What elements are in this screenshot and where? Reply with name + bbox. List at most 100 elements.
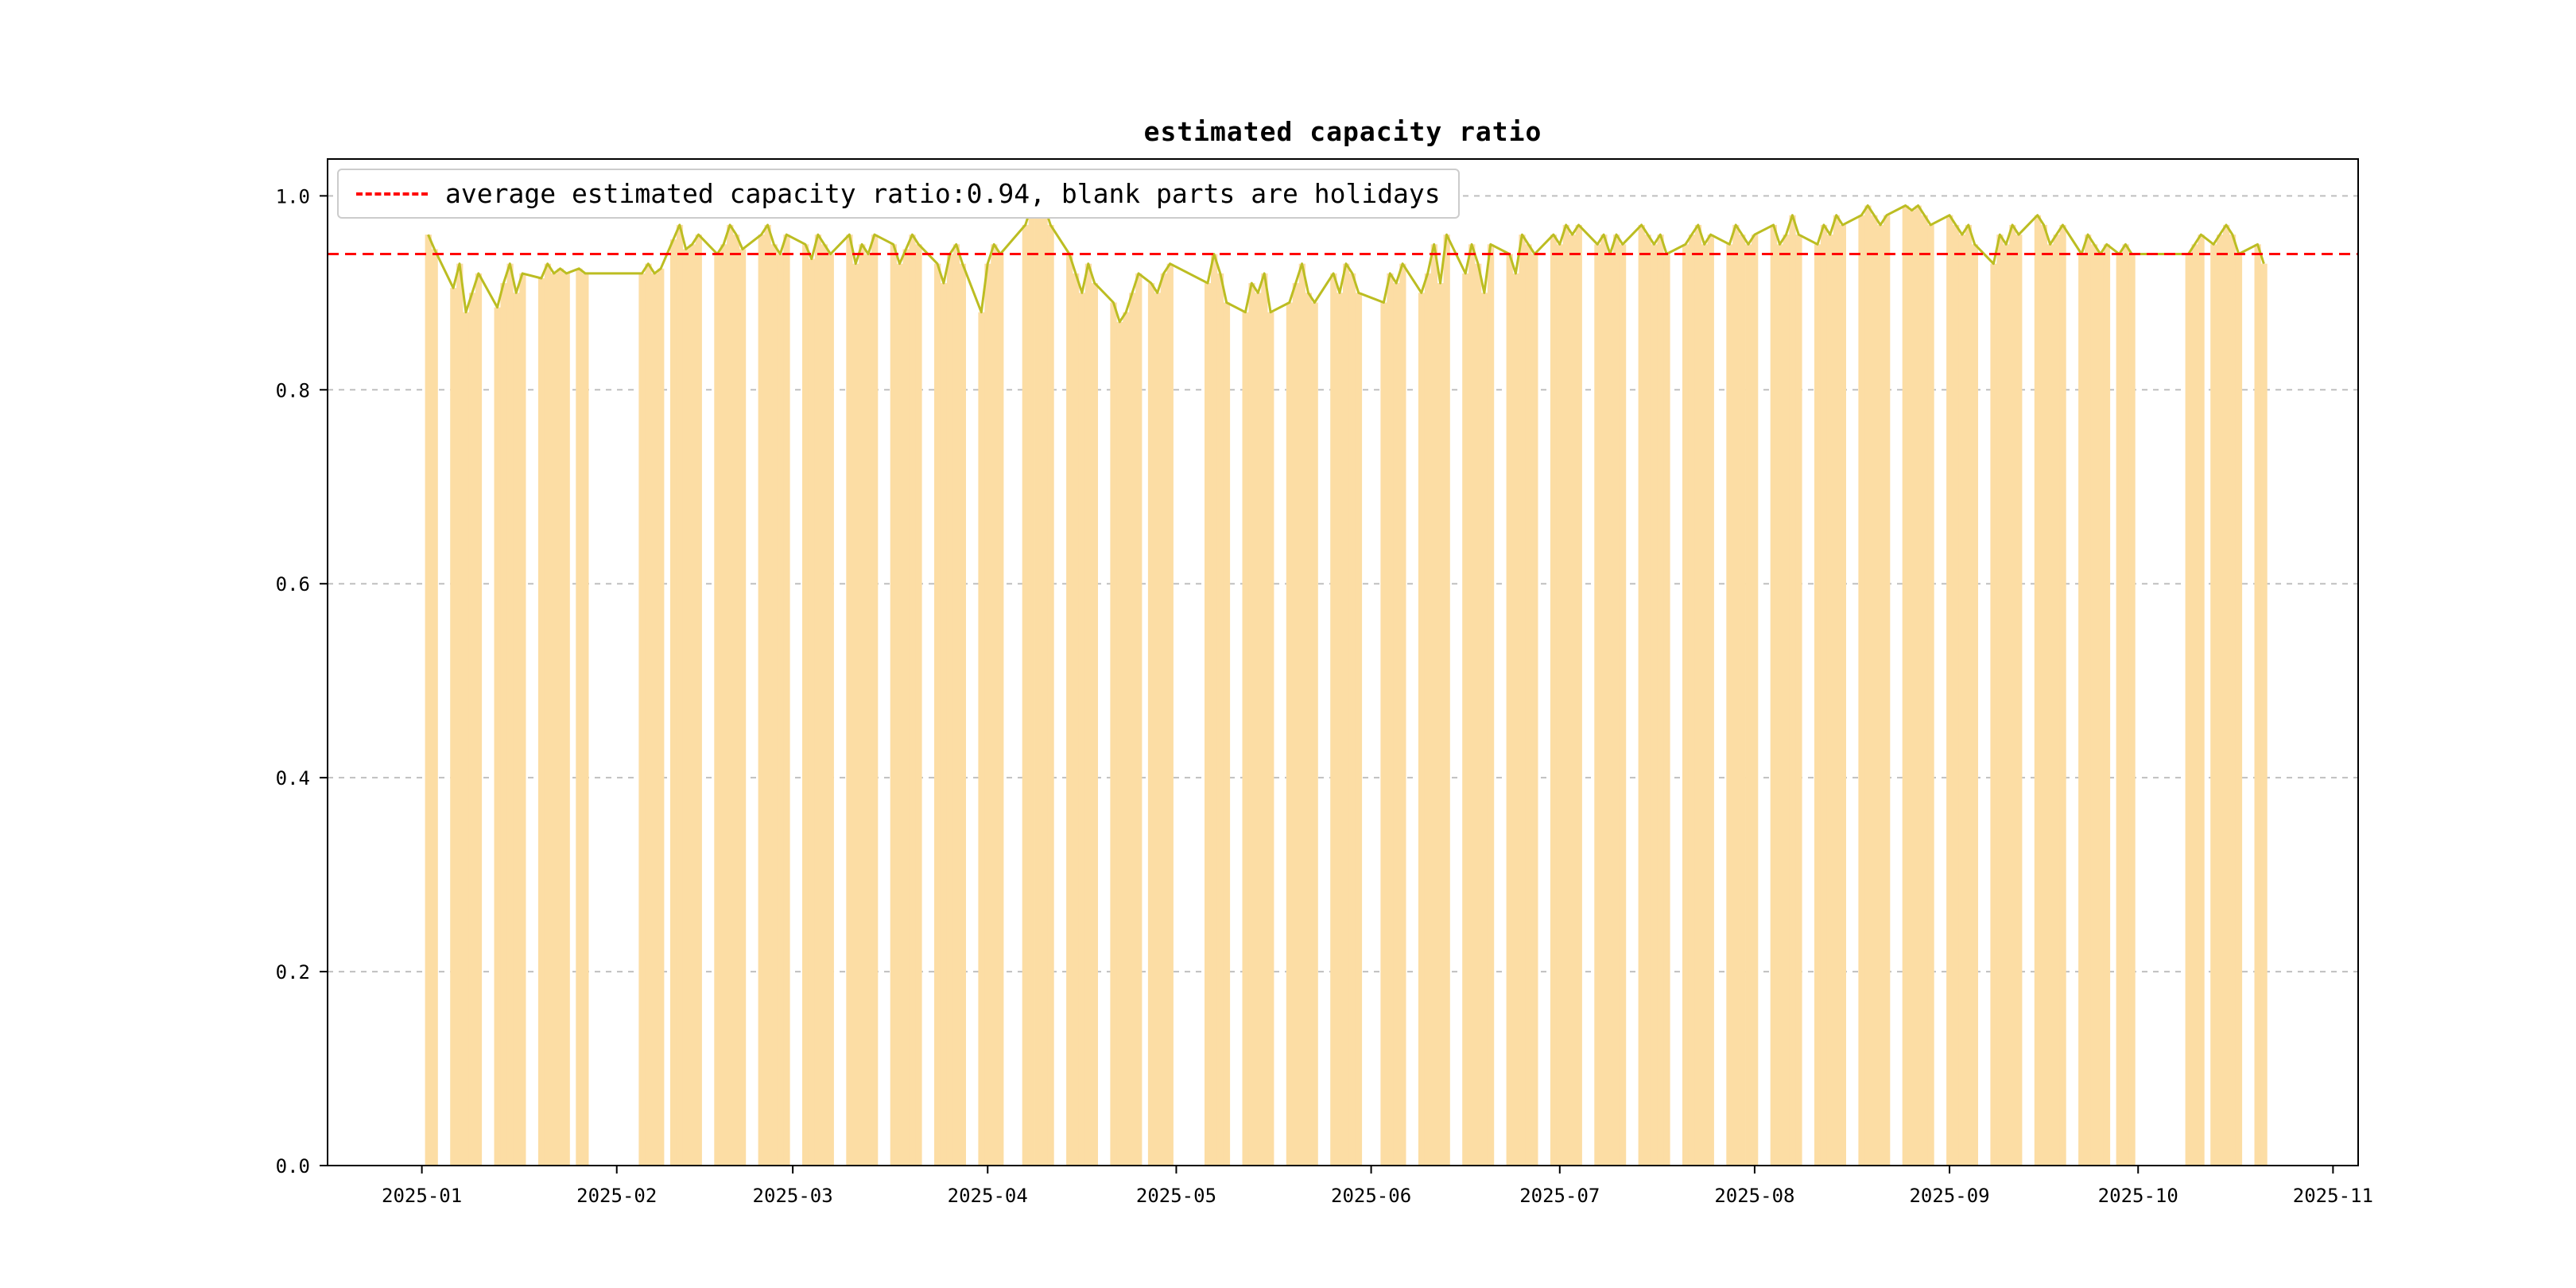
- workday-bar: [1430, 244, 1437, 1166]
- workday-bar: [1468, 244, 1476, 1166]
- workday-bar: [425, 235, 432, 1166]
- workday-bar: [1211, 254, 1218, 1166]
- workday-bar: [557, 268, 564, 1166]
- workday-bar: [506, 263, 514, 1166]
- workday-bar: [1512, 273, 1519, 1166]
- workday-bar: [984, 263, 991, 1166]
- workday-bar: [952, 244, 960, 1166]
- workday-bar: [1569, 235, 1576, 1166]
- workday-bar: [1556, 244, 1564, 1166]
- workday-bar: [1022, 224, 1029, 1166]
- workday-bar: [519, 273, 526, 1166]
- workday-bar: [1814, 244, 1821, 1166]
- workday-bar: [1638, 224, 1645, 1166]
- legend: average estimated capacity ratio:0.94, b…: [337, 169, 1460, 219]
- workday-bar: [1701, 244, 1708, 1166]
- workday-bar: [576, 268, 583, 1166]
- workday-bar: [783, 235, 790, 1166]
- x-axis: 2025-01 2025-02 2025-03 2025-04 2025-05 2025-…: [382, 1166, 2373, 1207]
- workday-bar: [846, 235, 853, 1166]
- workday-bar: [1154, 293, 1162, 1166]
- workday-bar: [1123, 312, 1130, 1166]
- workday-bar: [1343, 263, 1350, 1166]
- workday-bar: [682, 249, 690, 1166]
- workday-bar: [494, 307, 501, 1166]
- workday-bar: [1884, 215, 1891, 1166]
- x-tick-label: 2025-11: [2293, 1185, 2373, 1207]
- workday-bar: [2260, 263, 2268, 1166]
- workday-bar: [1028, 205, 1035, 1166]
- workday-bar: [2053, 235, 2060, 1166]
- workday-bar: [890, 244, 897, 1166]
- workday-bar: [1506, 254, 1513, 1166]
- x-tick-label: 2025-05: [1136, 1185, 1216, 1207]
- axes-frame: [327, 158, 2359, 1166]
- workday-bar: [1034, 210, 1042, 1166]
- workday-bar: [1783, 235, 1790, 1166]
- workday-bar: [1255, 293, 1262, 1166]
- workday-bar: [2210, 244, 2217, 1166]
- workday-bar: [1707, 235, 1714, 1166]
- workday-bar: [513, 293, 520, 1166]
- workday-bar: [1336, 293, 1344, 1166]
- workday-bar: [1475, 263, 1482, 1166]
- workday-bar: [852, 263, 859, 1166]
- x-tick-label: 2025-03: [753, 1185, 833, 1207]
- y-axis: 0.0 0.2 0.4 0.6 0.8 1.0: [276, 185, 328, 1177]
- workday-bar: [1663, 254, 1670, 1166]
- workday-bar: [770, 244, 778, 1166]
- workday-bar: [1839, 224, 1846, 1166]
- workday-bar: [1116, 321, 1123, 1166]
- y-tick-label: 0.6: [276, 573, 310, 596]
- workday-bar: [1261, 273, 1268, 1166]
- workday-bar: [1078, 293, 1086, 1166]
- workday-bar: [1996, 235, 2004, 1166]
- workday-bar: [1953, 224, 1960, 1166]
- workday-bar: [1833, 215, 1841, 1166]
- workday-bar: [544, 263, 552, 1166]
- workday-bar: [1820, 224, 1828, 1166]
- workday-bar: [915, 244, 922, 1166]
- y-tick-label: 1.0: [276, 185, 310, 208]
- workday-bar: [2116, 254, 2123, 1166]
- workday-bar: [1921, 215, 1928, 1166]
- workday-bar: [1789, 215, 1796, 1166]
- workday-bar: [2229, 235, 2237, 1166]
- workday-bar: [537, 278, 545, 1166]
- workday-bar: [2122, 244, 2129, 1166]
- workday-bar: [1399, 263, 1406, 1166]
- workday-bar: [1915, 205, 1922, 1166]
- workday-bar: [1776, 244, 1783, 1166]
- workday-bar: [946, 254, 954, 1166]
- workday-bar: [2128, 254, 2136, 1166]
- workday-bar: [1908, 210, 1915, 1166]
- workday-bar: [1424, 273, 1432, 1166]
- workday-bar: [1864, 205, 1872, 1166]
- legend-dashed-line-swatch: [356, 192, 428, 196]
- workday-bar: [1531, 254, 1538, 1166]
- workday-bar: [1135, 273, 1143, 1166]
- workday-bar: [1348, 273, 1356, 1166]
- workday-bar: [2009, 224, 2016, 1166]
- workday-bar: [1752, 235, 1759, 1166]
- workday-bar: [1694, 224, 1702, 1166]
- capacity-ratio-line: [427, 204, 2265, 324]
- workday-bar: [1688, 235, 1696, 1166]
- workday-bar: [1267, 312, 1274, 1166]
- workday-bar: [2085, 235, 2092, 1166]
- workday-bar: [2223, 224, 2230, 1166]
- workday-bar: [909, 235, 916, 1166]
- workday-bar: [1311, 302, 1318, 1166]
- x-tick-label: 2025-10: [2098, 1185, 2178, 1207]
- workday-bar: [727, 224, 734, 1166]
- workday-bar: [1651, 244, 1658, 1166]
- workday-bar: [1826, 235, 1834, 1166]
- workday-bar: [978, 312, 985, 1166]
- workday-bar: [902, 249, 910, 1166]
- workday-bar: [1657, 235, 1664, 1166]
- workday-bar: [1292, 283, 1299, 1166]
- workday-bar: [2090, 244, 2098, 1166]
- workday-bar: [1330, 273, 1337, 1166]
- workday-bar: [865, 254, 872, 1166]
- workday-bar: [1286, 302, 1294, 1166]
